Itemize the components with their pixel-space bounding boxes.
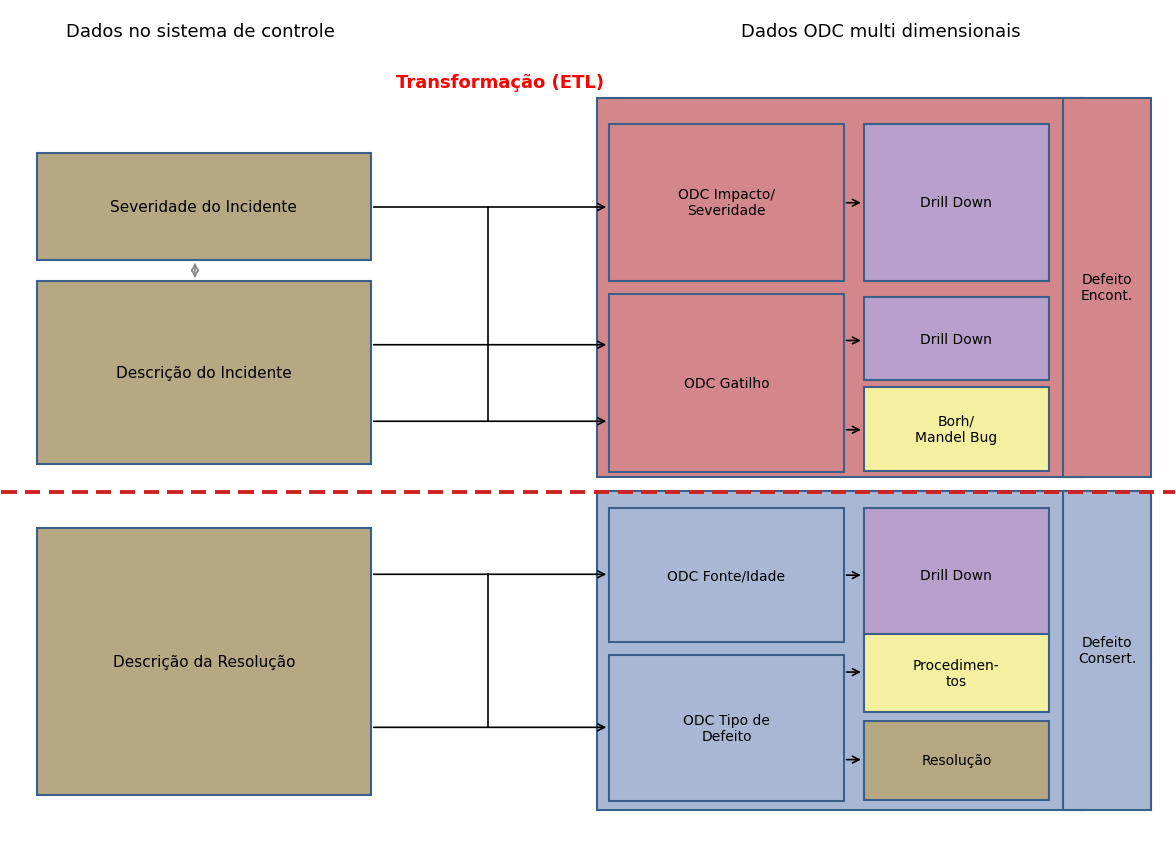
Text: Descrição da Resolução: Descrição da Resolução	[113, 654, 295, 669]
FancyBboxPatch shape	[36, 282, 370, 464]
FancyBboxPatch shape	[863, 634, 1049, 712]
Text: Defeito
Consert.: Defeito Consert.	[1078, 636, 1136, 665]
Text: Resolução: Resolução	[921, 754, 991, 768]
Text: Severidade do Incidente: Severidade do Incidente	[111, 200, 298, 215]
FancyBboxPatch shape	[863, 124, 1049, 282]
FancyBboxPatch shape	[36, 528, 370, 796]
Text: ODC Impacto/
Severidade: ODC Impacto/ Severidade	[677, 188, 775, 218]
FancyBboxPatch shape	[863, 388, 1049, 471]
FancyBboxPatch shape	[1063, 492, 1151, 810]
Text: Descrição do Incidente: Descrição do Incidente	[116, 366, 292, 380]
FancyBboxPatch shape	[597, 492, 1084, 810]
FancyBboxPatch shape	[36, 154, 370, 261]
FancyBboxPatch shape	[609, 509, 843, 642]
FancyBboxPatch shape	[609, 295, 843, 473]
FancyBboxPatch shape	[609, 655, 843, 802]
Text: Dados ODC multi dimensionais: Dados ODC multi dimensionais	[742, 23, 1021, 41]
Text: Transformação (ETL): Transformação (ETL)	[396, 73, 604, 91]
Text: ODC Gatilho: ODC Gatilho	[683, 377, 769, 390]
FancyBboxPatch shape	[863, 722, 1049, 800]
Text: Drill Down: Drill Down	[921, 196, 993, 210]
Text: Drill Down: Drill Down	[921, 332, 993, 347]
Text: Borh/
Mandel Bug: Borh/ Mandel Bug	[915, 414, 997, 445]
FancyBboxPatch shape	[1063, 99, 1151, 477]
Text: Drill Down: Drill Down	[921, 568, 993, 583]
FancyBboxPatch shape	[597, 99, 1084, 477]
Text: Defeito
Encont.: Defeito Encont.	[1081, 273, 1134, 303]
Text: ODC Tipo de
Defeito: ODC Tipo de Defeito	[683, 713, 770, 744]
FancyBboxPatch shape	[863, 297, 1049, 381]
Text: Procedimen-
tos: Procedimen- tos	[913, 658, 1000, 688]
FancyBboxPatch shape	[609, 124, 843, 282]
Text: Dados no sistema de controle: Dados no sistema de controle	[66, 23, 335, 41]
Text: ODC Fonte/Idade: ODC Fonte/Idade	[668, 568, 786, 583]
FancyBboxPatch shape	[863, 509, 1049, 642]
